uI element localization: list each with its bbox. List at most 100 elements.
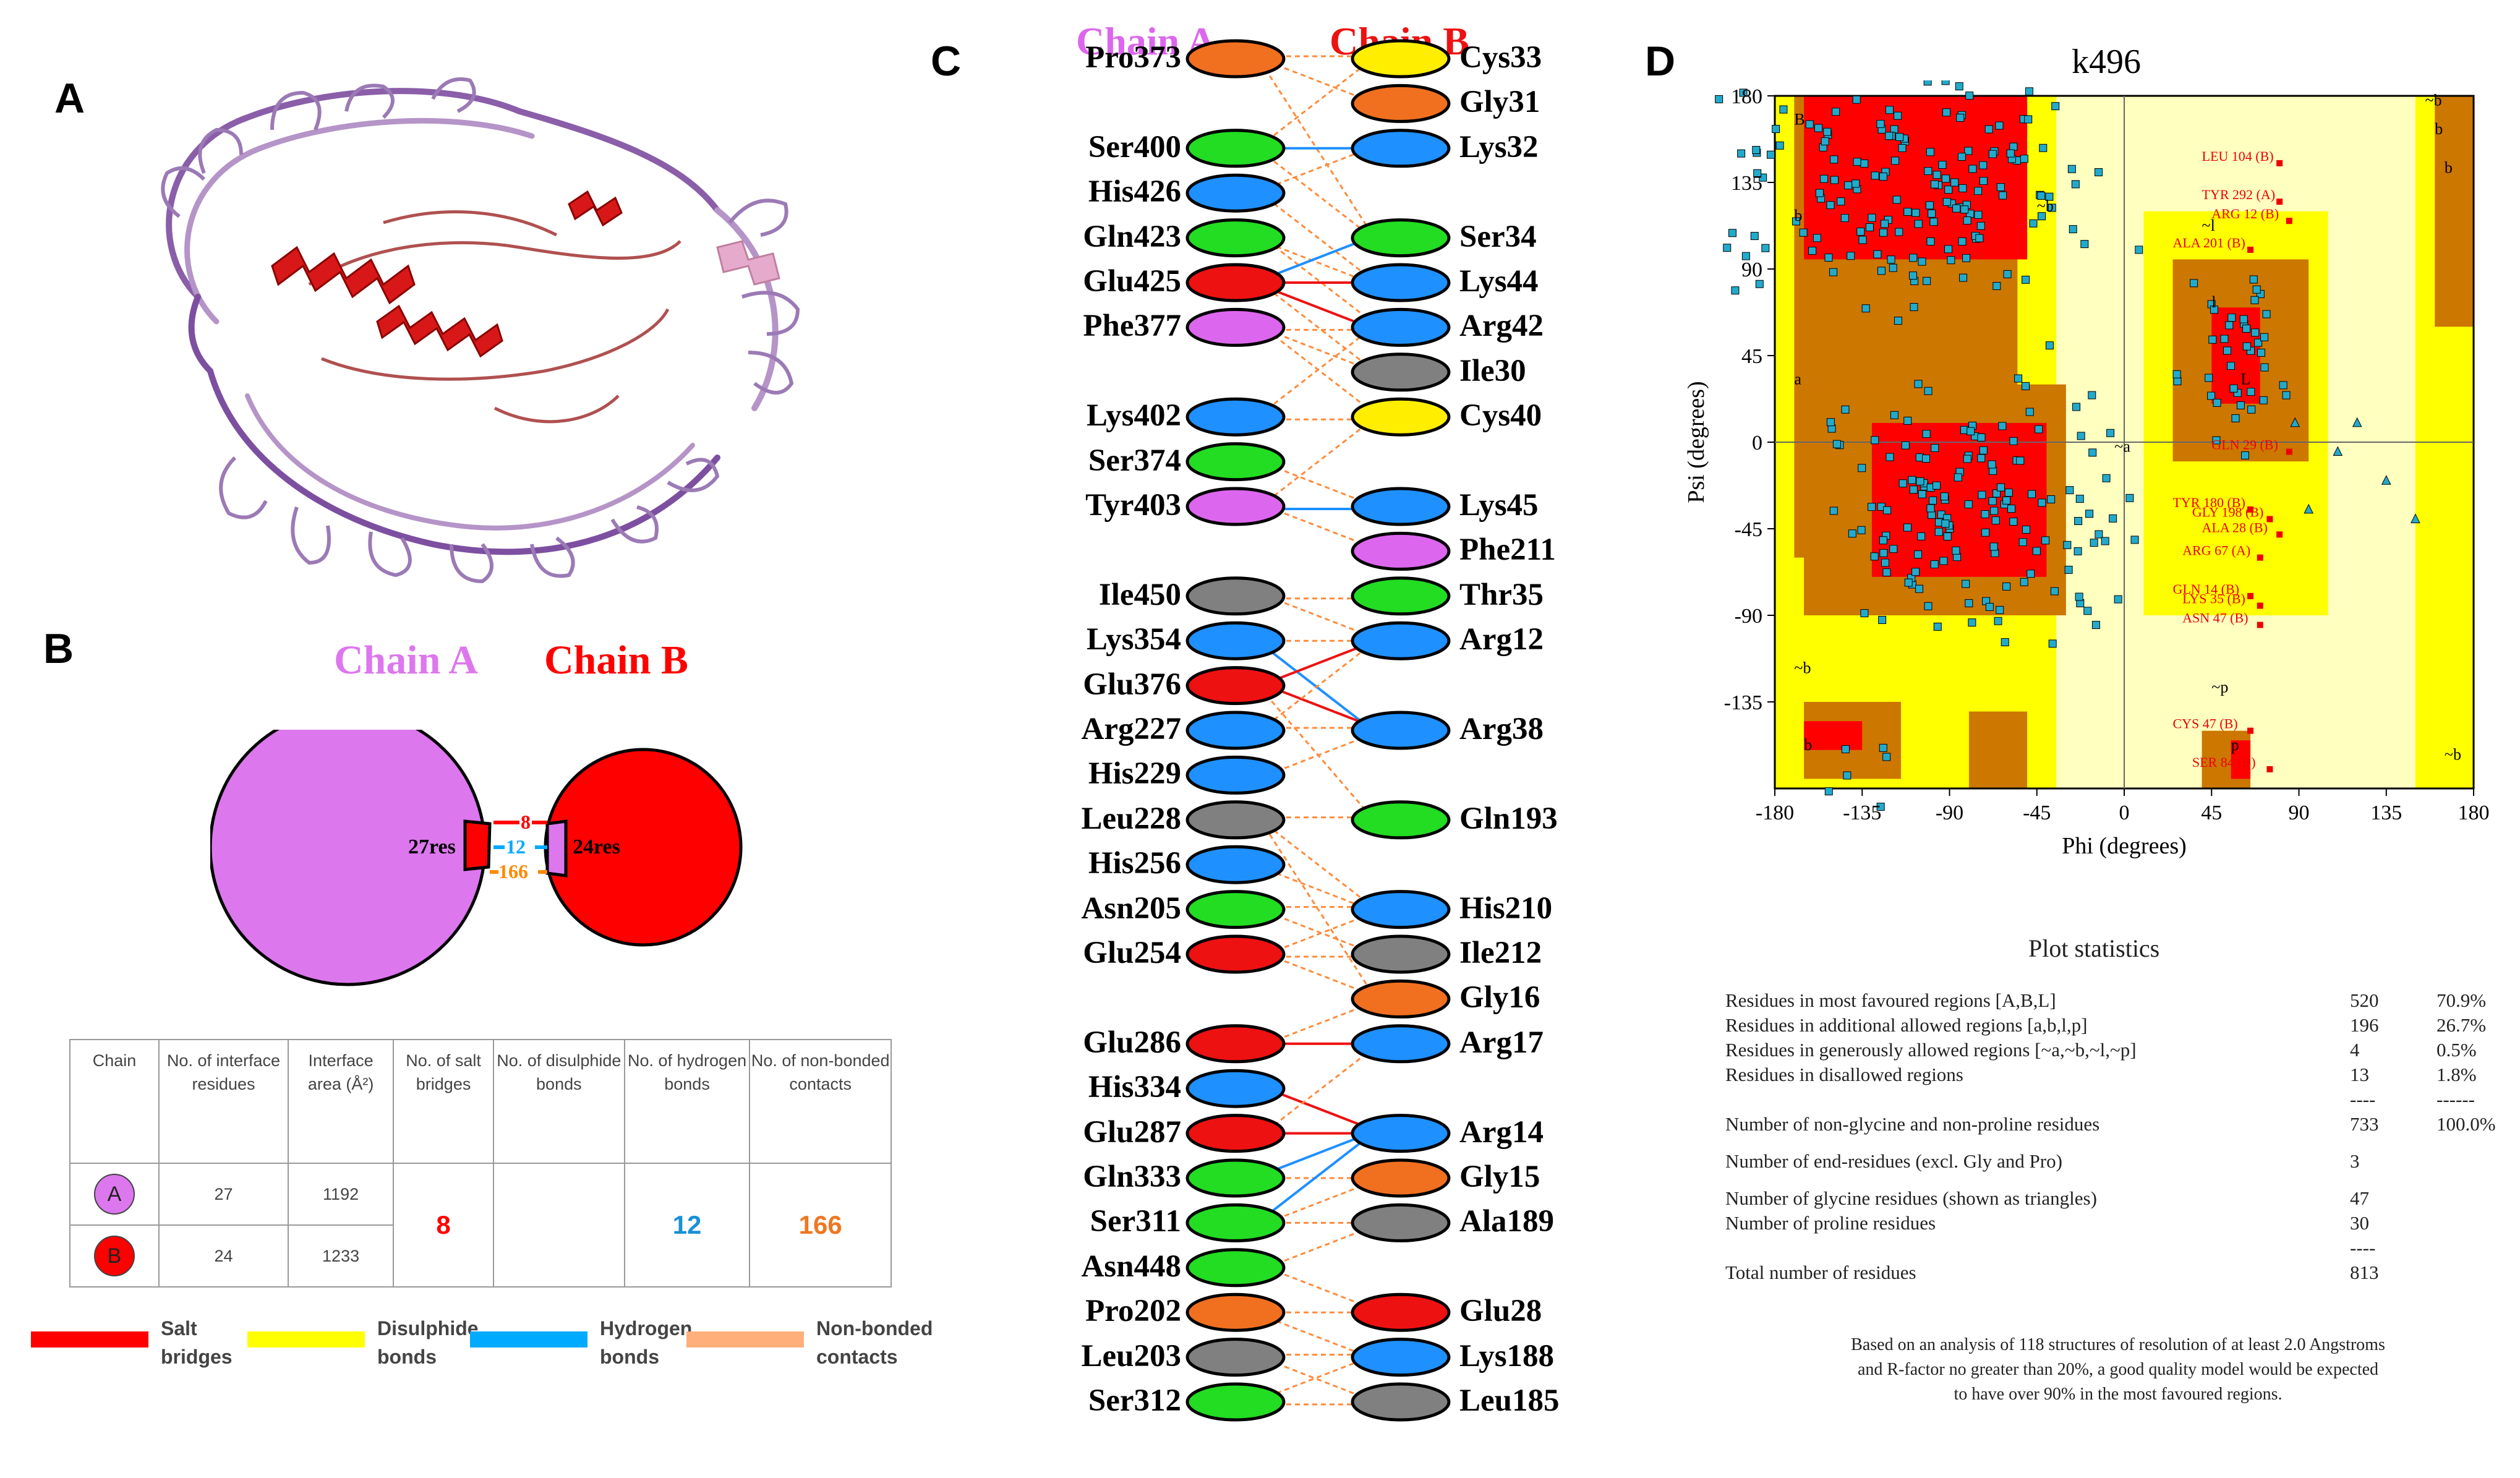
chain-b-residue-node bbox=[1351, 890, 1451, 929]
chain-b-residue-label: Cys40 bbox=[1459, 398, 1542, 434]
residue-point bbox=[1892, 195, 1901, 204]
legend-salt-label: Salt bridges bbox=[161, 1317, 233, 1368]
chain-b-residue-node bbox=[1351, 352, 1451, 392]
contact-line bbox=[1260, 640, 1377, 732]
residue-point bbox=[1815, 189, 1824, 197]
residue-point bbox=[1958, 237, 1967, 246]
chain-a-residue-label: Pro202 bbox=[1085, 1294, 1181, 1329]
chain-b-residue-node bbox=[1351, 1203, 1451, 1242]
table-hydrogen-bonds: 12 bbox=[623, 1163, 751, 1288]
chain-b-residue-label: Cys33 bbox=[1459, 40, 1542, 75]
chain-a-residue-node bbox=[1185, 487, 1286, 526]
contact-line bbox=[1260, 239, 1377, 286]
residue-point bbox=[2085, 510, 2094, 518]
residue-point bbox=[1995, 121, 2004, 130]
residue-point bbox=[2009, 142, 2018, 151]
residue-point bbox=[2038, 212, 2046, 221]
residue-point bbox=[1928, 209, 1936, 218]
chain-a-residue-node bbox=[1185, 1382, 1286, 1422]
chain-a-residue-label: Glu425 bbox=[1083, 264, 1181, 299]
legend-hbond-swatch bbox=[470, 1331, 587, 1348]
glycine-point bbox=[2290, 417, 2300, 427]
header-salt-bridges: No. of salt bridges bbox=[393, 1039, 494, 1164]
residue-point bbox=[2109, 514, 2117, 523]
contact-line bbox=[1259, 819, 1377, 1000]
residue-point bbox=[2067, 164, 2076, 173]
outlier-point bbox=[2266, 516, 2273, 523]
outlier-label: ALA 28 (B) bbox=[2202, 519, 2268, 535]
outlier-point bbox=[2257, 554, 2263, 561]
residue-point bbox=[1908, 271, 1917, 280]
chain-a-residue-node bbox=[1185, 845, 1286, 884]
chain-a-badge: A bbox=[94, 1174, 135, 1215]
outlier-label: LYS 35 (B) bbox=[2182, 591, 2245, 606]
residue-point bbox=[2009, 437, 2018, 445]
residue-point bbox=[1844, 181, 1853, 190]
residue-point bbox=[2063, 540, 2072, 549]
stat-percent: 0.5% bbox=[2437, 1039, 2477, 1061]
residue-point bbox=[1926, 237, 1935, 246]
chain-a-area: 1192 bbox=[287, 1163, 395, 1226]
stat-percent: 26.7% bbox=[2437, 1014, 2487, 1036]
residue-point bbox=[1847, 252, 1855, 260]
legend-disulphide-swatch bbox=[247, 1331, 365, 1348]
residue-point bbox=[1886, 453, 1894, 461]
chain-b-residue-label: Ile212 bbox=[1459, 936, 1542, 970]
chain-a-residue-node bbox=[1185, 621, 1286, 660]
chain-b-residue-node bbox=[1351, 1114, 1451, 1153]
chain-a-residue-label: Ser374 bbox=[1088, 443, 1181, 478]
residue-point bbox=[1916, 477, 1924, 485]
stat-percent: 100.0% bbox=[2437, 1113, 2496, 1135]
residue-point bbox=[1981, 528, 1990, 537]
residue-point bbox=[1990, 506, 1999, 515]
residue-point bbox=[1761, 244, 1770, 252]
residue-point bbox=[1998, 422, 2007, 430]
residue-point bbox=[1957, 153, 1966, 161]
residue-point bbox=[1933, 481, 1941, 490]
residue-point bbox=[2260, 363, 2269, 372]
residue-point bbox=[1922, 430, 1931, 438]
chain-b-residue-label: Leu185 bbox=[1459, 1383, 1560, 1418]
glycine-point bbox=[2411, 513, 2420, 523]
residue-point bbox=[2037, 191, 2046, 200]
residue-point bbox=[1861, 304, 1870, 313]
residue-point bbox=[1882, 753, 1891, 761]
chain-a-residue-node bbox=[1185, 1024, 1286, 1064]
residue-point bbox=[2095, 530, 2103, 539]
residue-point bbox=[1826, 201, 1835, 210]
residue-point bbox=[2095, 168, 2103, 176]
outlier-point bbox=[2276, 199, 2283, 205]
residue-point bbox=[1965, 92, 1974, 100]
contact-line bbox=[1260, 1354, 1377, 1401]
chain-b-residue-label: Thr35 bbox=[1459, 577, 1544, 612]
region-label: ~b bbox=[2037, 197, 2054, 215]
chain-a-residue-label: His334 bbox=[1088, 1070, 1181, 1105]
stat-count: ---- bbox=[2350, 1088, 2376, 1110]
chain-a-residue-node bbox=[1185, 1158, 1286, 1198]
legend-disulphide: Disulphide bonds bbox=[247, 1314, 479, 1370]
residue-point bbox=[1755, 280, 1764, 288]
residue-point bbox=[2231, 414, 2240, 422]
chain-a-residue-node bbox=[1185, 1203, 1286, 1242]
contact-line bbox=[1260, 55, 1377, 147]
chain-a-residue-node bbox=[1185, 129, 1286, 168]
residue-point bbox=[1941, 80, 1950, 85]
residue-point bbox=[1858, 464, 1866, 472]
residue-point bbox=[1960, 205, 1969, 214]
residue-point bbox=[1979, 177, 1988, 186]
residue-point bbox=[1775, 141, 1784, 150]
y-tick-label: -135 bbox=[1724, 691, 1762, 714]
contact-line bbox=[1259, 61, 1377, 241]
residue-point bbox=[1885, 106, 1894, 114]
residue-point bbox=[1868, 213, 1876, 222]
residue-point bbox=[1890, 411, 1899, 419]
legend-salt-bridges: Salt bridges bbox=[31, 1314, 235, 1370]
residue-point bbox=[2254, 338, 2263, 347]
residue-point bbox=[1918, 490, 1926, 498]
residue-point bbox=[2223, 346, 2232, 355]
chain-a-residue-label: Asn205 bbox=[1081, 891, 1181, 926]
region-label: L bbox=[2240, 370, 2250, 388]
residue-point bbox=[2018, 538, 2027, 547]
residue-point bbox=[1940, 492, 1949, 501]
residue-point bbox=[1925, 201, 1934, 210]
